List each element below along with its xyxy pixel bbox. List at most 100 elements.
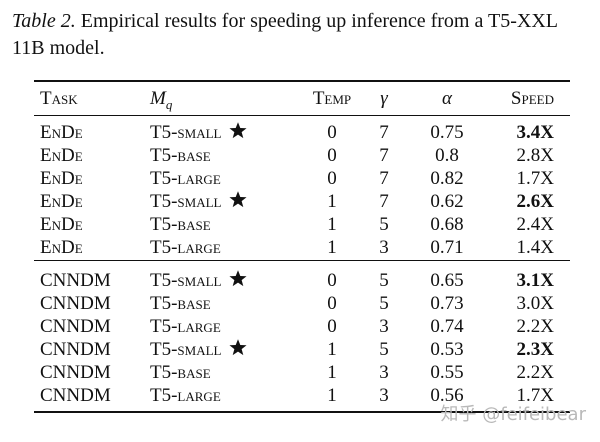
star-icon (228, 339, 247, 356)
speed-cell: 2.3X (516, 339, 554, 360)
model-cell: T5-large (150, 167, 221, 190)
gamma-cell: 3 (379, 385, 389, 406)
table-row: CNNDM T5-large 1 3 0.56 1.7X (34, 384, 570, 407)
alpha-cell: 0.68 (430, 214, 464, 235)
task-cell: EnDe (40, 168, 83, 189)
gamma-cell: 5 (379, 214, 389, 235)
model-name: T5-small (150, 270, 222, 291)
bottom-rule (34, 411, 570, 413)
model-cell: T5-small (150, 121, 248, 144)
header-temp: Temp (312, 88, 352, 109)
task-cell: EnDe (40, 145, 83, 166)
caption-text: Empirical results for speeding up infere… (12, 10, 558, 59)
speed-cell: 2.2X (516, 316, 554, 337)
model-cell: T5-small (150, 190, 248, 213)
table-row: EnDe T5-small 0 7 0.75 3.4X (34, 121, 570, 144)
model-cell: T5-large (150, 384, 221, 407)
table-row: EnDe T5-large 1 3 0.71 1.4X (34, 236, 570, 259)
model-cell: T5-base (150, 361, 211, 384)
temp-cell: 0 (327, 316, 337, 337)
header-speed: Speed (510, 88, 554, 109)
model-name: T5-base (150, 362, 211, 383)
gamma-cell: 3 (379, 316, 389, 337)
gamma-cell: 5 (379, 270, 389, 291)
speed-cell: 2.4X (516, 214, 554, 235)
speed-cell: 1.7X (516, 385, 554, 406)
header-gamma: γ (380, 88, 388, 109)
gamma-cell: 7 (379, 191, 389, 212)
star-icon (228, 191, 247, 208)
table-row: EnDe T5-base 0 7 0.8 2.8X (34, 144, 570, 167)
model-name: T5-small (150, 191, 222, 212)
table-row: CNNDM T5-small 1 5 0.53 2.3X (34, 338, 570, 361)
speed-cell: 2.6X (516, 191, 554, 212)
table-row: EnDe T5-small 1 7 0.62 2.6X (34, 190, 570, 213)
header-model-subscript: q (165, 96, 173, 112)
temp-cell: 0 (327, 122, 337, 143)
model-cell: T5-small (150, 269, 248, 292)
task-cell: EnDe (40, 214, 83, 235)
header-model-symbol: M (150, 88, 166, 109)
model-name: T5-base (150, 145, 211, 166)
gamma-cell: 3 (379, 362, 389, 383)
alpha-cell: 0.71 (430, 237, 464, 258)
temp-cell: 0 (327, 270, 337, 291)
star-icon (228, 270, 247, 287)
model-cell: T5-base (150, 144, 211, 167)
table-caption: Table 2. Empirical results for speeding … (12, 8, 592, 62)
temp-cell: 1 (327, 339, 337, 360)
alpha-cell: 0.73 (430, 293, 464, 314)
alpha-cell: 0.55 (430, 362, 464, 383)
watermark: 知乎 @feifeibear (440, 404, 586, 425)
table-row: EnDe T5-base 1 5 0.68 2.4X (34, 213, 570, 236)
caption-label: Table 2. (12, 10, 76, 32)
table-row: CNNDM T5-small 0 5 0.65 3.1X (34, 269, 570, 292)
gamma-cell: 5 (379, 293, 389, 314)
gamma-cell: 7 (379, 122, 389, 143)
temp-cell: 1 (327, 237, 337, 258)
speed-cell: 3.0X (516, 293, 554, 314)
table-row: EnDe T5-large 0 7 0.82 1.7X (34, 167, 570, 190)
task-cell: EnDe (40, 237, 83, 258)
temp-cell: 0 (327, 293, 337, 314)
model-name: T5-large (150, 385, 221, 406)
model-cell: T5-large (150, 236, 221, 259)
model-cell: T5-small (150, 338, 248, 361)
alpha-cell: 0.8 (435, 145, 459, 166)
temp-cell: 0 (327, 145, 337, 166)
model-name: T5-small (150, 339, 222, 360)
gamma-cell: 7 (379, 168, 389, 189)
table-row: CNNDM T5-base 0 5 0.73 3.0X (34, 292, 570, 315)
model-name: T5-base (150, 293, 211, 314)
model-name: T5-large (150, 316, 221, 337)
alpha-cell: 0.56 (430, 385, 464, 406)
temp-cell: 1 (327, 191, 337, 212)
header-model: Mq (150, 86, 172, 118)
table-row: CNNDM T5-large 0 3 0.74 2.2X (34, 315, 570, 338)
model-cell: T5-large (150, 315, 221, 338)
task-cell: EnDe (40, 122, 83, 143)
speed-cell: 2.8X (516, 145, 554, 166)
task-cell: CNNDM (40, 385, 111, 406)
table-row: CNNDM T5-base 1 3 0.55 2.2X (34, 361, 570, 384)
task-cell: CNNDM (40, 362, 111, 383)
alpha-cell: 0.65 (430, 270, 464, 291)
task-cell: CNNDM (40, 339, 111, 360)
header-row: Task Mq Temp γ α Speed (34, 86, 570, 112)
alpha-cell: 0.74 (430, 316, 464, 337)
alpha-cell: 0.75 (430, 122, 464, 143)
group-rule (34, 260, 570, 261)
task-cell: CNNDM (40, 293, 111, 314)
gamma-cell: 7 (379, 145, 389, 166)
gamma-cell: 3 (379, 237, 389, 258)
temp-cell: 1 (327, 214, 337, 235)
task-cell: EnDe (40, 191, 83, 212)
alpha-cell: 0.53 (430, 339, 464, 360)
star-icon (228, 122, 247, 139)
header-task: Task (40, 88, 78, 109)
model-cell: T5-base (150, 213, 211, 236)
model-name: T5-small (150, 122, 222, 143)
task-cell: CNNDM (40, 316, 111, 337)
model-name: T5-large (150, 168, 221, 189)
temp-cell: 1 (327, 385, 337, 406)
